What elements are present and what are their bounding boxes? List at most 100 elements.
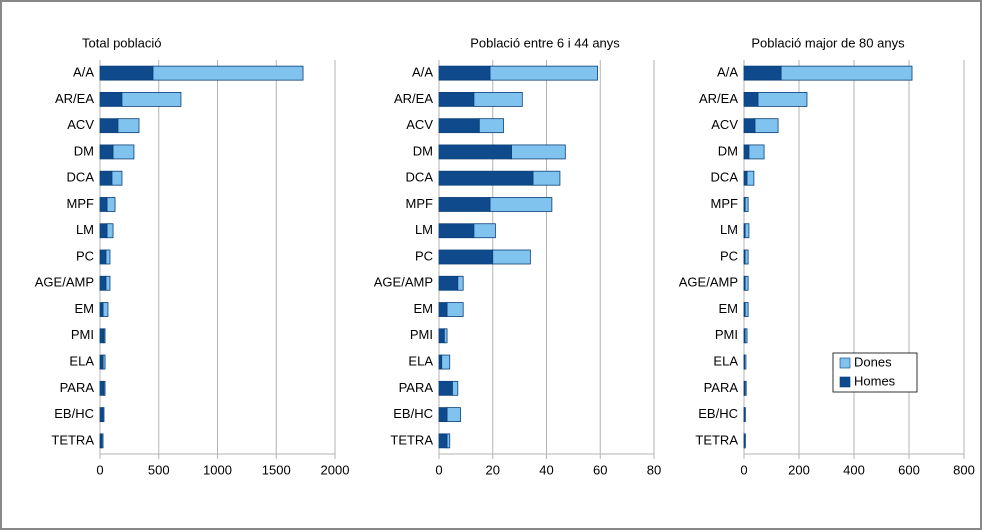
- bar: [744, 328, 748, 344]
- bar: [438, 65, 491, 81]
- bar: [438, 197, 491, 212]
- bar: [446, 302, 464, 317]
- legend-label: Dones: [854, 354, 892, 369]
- bar: [511, 144, 566, 160]
- bar: [780, 65, 913, 81]
- bar: [99, 118, 119, 134]
- bar: [438, 92, 475, 107]
- bar: [438, 275, 459, 291]
- bar: [441, 354, 451, 370]
- y-tick-label: MPF: [406, 196, 434, 211]
- bar: [744, 380, 747, 396]
- y-tick-label: PC: [76, 248, 94, 263]
- bar: [492, 249, 531, 265]
- bar: [438, 328, 445, 344]
- x-tick-label: 1500: [262, 462, 291, 477]
- bar: [438, 407, 448, 423]
- y-tick-label: EM: [414, 301, 434, 316]
- bar: [438, 354, 443, 370]
- bar: [743, 118, 756, 134]
- bar: [473, 92, 523, 107]
- bar: [489, 65, 598, 81]
- bar: [152, 65, 304, 81]
- bar: [438, 249, 494, 265]
- bar: [438, 223, 475, 239]
- bar: [101, 433, 104, 449]
- bar: [106, 223, 114, 239]
- bar: [99, 144, 114, 160]
- x-tick-label: 40: [539, 462, 553, 477]
- bar: [746, 170, 755, 186]
- bar: [743, 92, 759, 107]
- bar: [744, 223, 750, 239]
- x-tick-label: 0: [740, 462, 747, 477]
- y-tick-label: PMI: [715, 327, 738, 342]
- y-tick-label: DM: [413, 143, 433, 158]
- bar: [743, 144, 750, 160]
- y-tick-label: ELA: [69, 354, 94, 369]
- legend-swatch: [839, 376, 851, 388]
- chart-title: Total població: [82, 35, 162, 50]
- y-tick-label: PMI: [410, 327, 433, 342]
- x-tick-label: 1000: [203, 462, 232, 477]
- bar: [99, 249, 107, 265]
- y-tick-label: PARA: [399, 380, 434, 395]
- y-tick-label: EM: [75, 301, 95, 316]
- x-tick-label: 80: [647, 462, 661, 477]
- bar: [121, 92, 182, 107]
- bar: [478, 118, 504, 134]
- y-tick-label: A/A: [412, 65, 433, 80]
- x-tick-label: 800: [953, 462, 975, 477]
- y-tick-label: ACV: [406, 117, 433, 132]
- y-tick-label: A/A: [73, 65, 94, 80]
- bar: [99, 275, 107, 291]
- bar: [99, 92, 123, 107]
- bar: [743, 170, 748, 186]
- y-tick-label: A/A: [717, 65, 738, 80]
- y-tick-label: PC: [415, 248, 433, 263]
- y-tick-label: LM: [720, 222, 738, 237]
- bar: [446, 433, 451, 449]
- y-tick-label: DM: [74, 143, 94, 158]
- bar: [99, 354, 104, 370]
- x-tick-label: 400: [843, 462, 865, 477]
- legend-swatch: [839, 357, 851, 369]
- bar: [103, 328, 106, 344]
- bar: [103, 380, 106, 396]
- y-tick-label: ELA: [713, 354, 738, 369]
- bar: [438, 170, 534, 186]
- y-tick-label: TETRA: [695, 432, 738, 447]
- y-tick-label: PARA: [704, 380, 739, 395]
- y-tick-label: AGE/AMP: [35, 275, 94, 290]
- y-tick-label: PC: [720, 248, 738, 263]
- bar: [99, 170, 113, 186]
- x-tick-label: 60: [593, 462, 607, 477]
- y-tick-label: EB/HC: [698, 406, 738, 421]
- chart-title: Població entre 6 i 44 anys: [470, 35, 620, 50]
- bar: [754, 118, 779, 134]
- bar: [744, 275, 749, 291]
- bar: [102, 407, 105, 423]
- bar: [99, 380, 105, 396]
- x-tick-label: 2000: [321, 462, 350, 477]
- legend-label: Homes: [854, 373, 896, 388]
- bar: [105, 275, 111, 291]
- y-tick-label: DCA: [67, 170, 95, 185]
- bar: [744, 407, 746, 423]
- y-tick-label: MPF: [711, 196, 739, 211]
- y-tick-label: LM: [76, 222, 94, 237]
- y-tick-label: EM: [719, 301, 739, 316]
- y-tick-label: TETRA: [390, 432, 433, 447]
- bar: [532, 170, 561, 186]
- y-tick-label: PARA: [60, 380, 95, 395]
- x-tick-label: 200: [788, 462, 810, 477]
- y-tick-label: AR/EA: [394, 91, 433, 106]
- bar: [473, 223, 496, 239]
- y-tick-label: DCA: [406, 170, 434, 185]
- y-tick-label: DM: [718, 143, 738, 158]
- bar: [99, 197, 108, 212]
- bar: [99, 223, 108, 239]
- bar: [112, 144, 135, 160]
